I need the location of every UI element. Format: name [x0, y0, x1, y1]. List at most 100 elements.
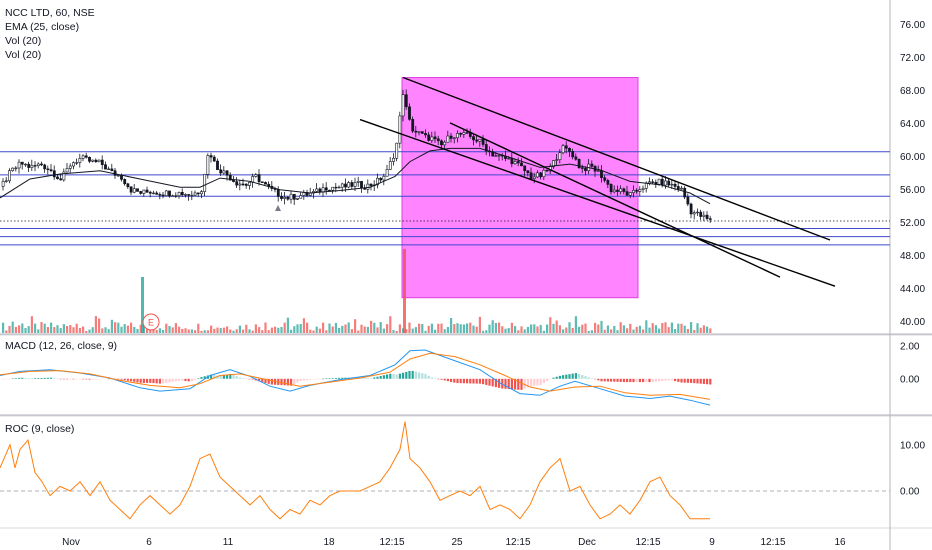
candle-body: [628, 192, 632, 196]
candle-body: [276, 189, 280, 197]
candle-body: [84, 155, 88, 158]
volume-bar: [450, 318, 453, 333]
candle-body: [43, 164, 47, 170]
trendlines[interactable]: [359, 76, 836, 287]
candle-body: [65, 168, 69, 173]
volume-bar: [75, 323, 78, 333]
candle-body: [72, 162, 75, 167]
candle-body: [376, 177, 379, 186]
candle-body: [523, 165, 527, 171]
candle-body: [571, 151, 575, 158]
volume-bar: [293, 326, 296, 333]
candle-body: [395, 142, 399, 159]
volume-bar: [318, 328, 321, 333]
ema-legend[interactable]: EMA (25, close): [5, 21, 80, 33]
volume-bar: [475, 326, 478, 333]
volume-bar: [651, 323, 654, 333]
candle-body: [209, 155, 213, 158]
volume-bar: [392, 330, 395, 333]
candle-body: [513, 161, 517, 165]
candle-body: [622, 188, 626, 192]
macd-histogram-bar: [456, 378, 459, 384]
volume-bar: [18, 325, 21, 333]
macd-histogram-bar: [283, 378, 286, 386]
candle-body: [484, 144, 488, 152]
candle-body: [225, 170, 229, 176]
macd-histogram-bar: [312, 378, 315, 380]
vol-legend-1[interactable]: Vol (20): [5, 35, 42, 47]
macd-histogram-bar: [226, 374, 229, 379]
volume-bar: [533, 324, 536, 333]
volume-bar: [162, 329, 165, 333]
candle-body: [340, 183, 344, 188]
candle-body: [481, 138, 485, 145]
volume-bar: [101, 328, 104, 333]
candle-body: [680, 187, 683, 190]
macd-histogram-bar: [491, 378, 494, 387]
volume-bar: [155, 329, 158, 333]
macd-histogram-bar: [446, 378, 449, 382]
macd-histogram-bar: [142, 378, 145, 383]
volume-bar: [478, 316, 481, 333]
macd-histogram-bar: [706, 378, 709, 385]
time-tick-label: 6: [146, 537, 152, 548]
volume-bar: [78, 328, 81, 333]
time-tick-label: 12:15: [505, 537, 530, 548]
volume-bar: [216, 327, 219, 333]
macd-histogram-bar: [424, 373, 427, 379]
volume-bar: [421, 324, 424, 333]
volume-bar: [5, 330, 8, 333]
volume-bar: [222, 327, 225, 333]
volume-bar: [523, 329, 526, 333]
volume-bar: [552, 323, 555, 333]
volume-bar: [130, 322, 133, 333]
volume-bar: [693, 329, 696, 333]
candle-body: [673, 183, 677, 187]
macd-histogram-bar: [43, 377, 46, 379]
volume-bar: [514, 326, 517, 333]
volume-bar: [562, 329, 565, 333]
candle-body: [81, 155, 85, 159]
candle-body: [609, 184, 613, 193]
macd-histogram-bar: [382, 375, 385, 379]
volume-bar: [661, 323, 664, 333]
macd-histogram-bar: [293, 378, 296, 385]
vol-legend-2[interactable]: Vol (20): [5, 49, 42, 61]
volume-bar: [203, 330, 206, 333]
candle-body: [705, 214, 709, 219]
volume-bar: [568, 322, 571, 333]
candle-body: [158, 194, 162, 196]
volume-bar: [315, 326, 318, 333]
macd-histogram-bar: [178, 378, 181, 381]
time-tick-label: 25: [451, 537, 463, 548]
candle-body: [235, 181, 239, 186]
volume-bar: [360, 324, 363, 333]
macd-label[interactable]: MACD (12, 26, close, 9): [5, 340, 118, 352]
macd-histogram-bar: [91, 378, 94, 380]
macd-histogram-bar: [88, 378, 91, 380]
main-legend: NCC LTD, 60, NSE EMA (25, close) Vol (20…: [5, 6, 95, 62]
candle-body: [568, 147, 571, 152]
macd-histogram-bar: [584, 376, 587, 379]
macd-histogram-bar: [674, 378, 677, 382]
macd-histogram-bar: [622, 378, 625, 383]
volume-bar: [174, 323, 177, 333]
volume-bar: [459, 324, 462, 333]
macd-histogram-bar: [136, 378, 139, 383]
roc-label[interactable]: ROC (9, close): [5, 423, 75, 435]
macd-histogram-bar: [181, 378, 184, 381]
candle-body: [280, 196, 283, 199]
macd-line: [0, 349, 711, 406]
macd-histogram-bar: [693, 378, 696, 384]
macd-histogram-bar: [590, 378, 593, 379]
candle-body: [14, 167, 18, 170]
symbol-title[interactable]: NCC LTD, 60, NSE: [5, 7, 95, 19]
roc-line: [0, 421, 710, 520]
volume-bar: [331, 326, 334, 333]
macd-histogram-bar: [194, 378, 197, 380]
volume-bar: [219, 328, 222, 333]
volume-bar: [24, 328, 27, 333]
candle-body: [440, 140, 443, 146]
macd-histogram-bar: [203, 376, 206, 379]
